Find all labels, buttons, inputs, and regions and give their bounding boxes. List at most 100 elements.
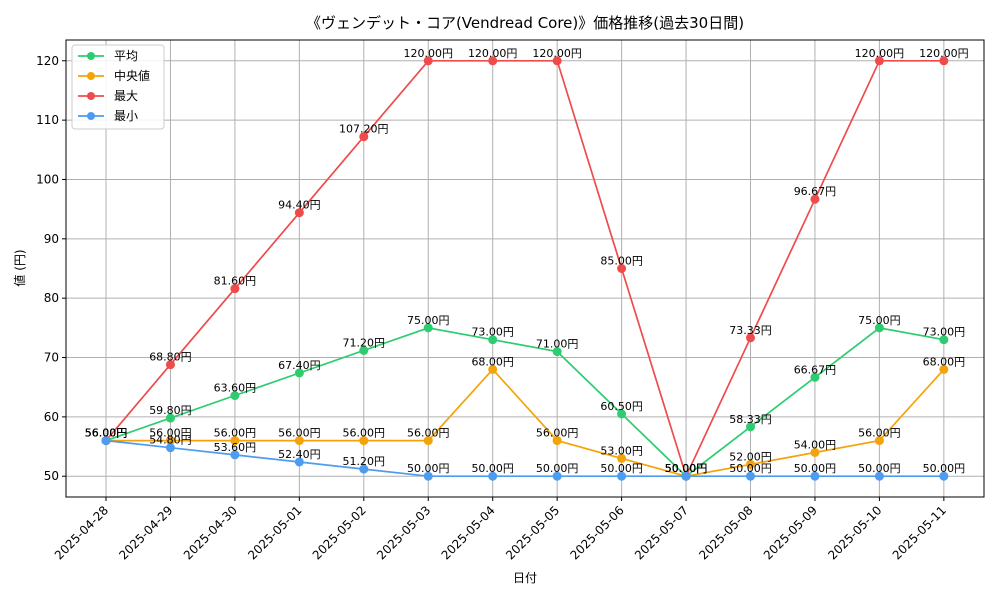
data-label: 66.67円 [794, 363, 837, 376]
y-axis-label: 値 (円) [12, 249, 27, 286]
series-line [105, 326, 945, 478]
data-label: 50.00円 [794, 462, 837, 475]
data-label: 50.00円 [407, 462, 450, 475]
y-tick-label: 90 [44, 232, 59, 246]
data-label: 56.00円 [343, 427, 386, 440]
data-point [165, 436, 175, 446]
data-label: 120.00円 [532, 47, 582, 60]
data-label: 68.80円 [149, 351, 192, 364]
data-label: 56.00円 [536, 427, 579, 440]
legend-marker [87, 92, 95, 100]
data-point [423, 471, 433, 481]
y-axis: 50 60 70 80 90 100 110 120 [36, 54, 66, 483]
data-label: 56.00円 [858, 427, 901, 440]
data-label: 56.00円 [278, 427, 321, 440]
data-label: 53.00円 [600, 444, 643, 457]
data-label: 60.50円 [600, 400, 643, 413]
data-point [488, 364, 498, 374]
data-label: 56.00円 [149, 427, 192, 440]
data-label: 50.00円 [536, 462, 579, 475]
data-point [552, 56, 562, 66]
data-label: 53.60円 [214, 441, 257, 454]
legend-label: 最大 [114, 89, 138, 103]
data-label: 71.00円 [536, 338, 579, 351]
data-label: 50.00円 [665, 462, 708, 475]
data-point [617, 453, 627, 463]
y-tick-label: 70 [44, 351, 59, 365]
y-tick-label: 120 [36, 54, 59, 68]
data-point [939, 335, 949, 345]
data-label: 50.00円 [858, 462, 901, 475]
series-layer [101, 56, 949, 481]
series-line [106, 368, 945, 478]
legend-label: 中央値 [114, 68, 150, 83]
data-label: 56.00円 [85, 427, 128, 440]
data-label: 56.00円 [407, 427, 450, 440]
data-point [359, 132, 369, 142]
data-label: 107.20円 [339, 123, 389, 136]
data-point [294, 436, 304, 446]
data-label: 50.00円 [471, 462, 514, 475]
data-point [165, 413, 175, 423]
data-label: 75.00円 [858, 314, 901, 327]
data-label: 50.00円 [600, 462, 643, 475]
series-line [105, 59, 944, 479]
data-labels: 56.00円 59.80円 63.60円 67.40円 71.20円 75.00円 73.0… [85, 47, 969, 475]
data-point [230, 436, 240, 446]
data-label: 52.40円 [278, 448, 321, 461]
data-label: 56.00円 [85, 427, 128, 440]
series-3 [101, 56, 949, 481]
data-point [617, 264, 627, 273]
legend-label: 最小 [114, 109, 138, 123]
data-point [423, 323, 433, 333]
data-label: 56.00円 [85, 427, 128, 440]
legend-label: 平均 [114, 49, 138, 63]
data-point [746, 471, 755, 481]
data-point [874, 323, 884, 333]
series-4 [101, 436, 949, 481]
data-point [359, 345, 369, 355]
data-point [810, 372, 820, 382]
data-point [681, 471, 691, 481]
data-label: 50.00円 [665, 462, 708, 475]
data-label: 52.00円 [729, 450, 772, 463]
data-label: 96.67円 [794, 185, 837, 198]
data-point [746, 459, 755, 469]
data-label: 51.20円 [343, 455, 386, 468]
data-point [552, 347, 562, 357]
data-point [165, 360, 175, 370]
data-label: 75.00円 [407, 314, 450, 327]
data-label: 50.00円 [665, 462, 708, 475]
data-label: 63.60円 [214, 382, 257, 395]
data-point [488, 471, 498, 481]
y-tick-label: 60 [44, 410, 59, 424]
data-label: 73.00円 [471, 326, 514, 339]
data-label: 54.80円 [149, 434, 192, 447]
series-1 [101, 323, 949, 481]
data-point [359, 436, 369, 446]
data-point [488, 56, 498, 66]
y-tick-label: 80 [44, 291, 59, 305]
data-point [230, 284, 240, 294]
data-point [617, 409, 627, 419]
data-label: 120.00円 [919, 47, 969, 60]
data-label: 50.00円 [729, 462, 772, 475]
data-point [939, 56, 949, 66]
data-point [746, 422, 755, 432]
series-line [105, 439, 944, 478]
data-point [746, 333, 755, 343]
data-point [552, 436, 562, 446]
data-point [294, 208, 304, 218]
data-point [294, 457, 304, 467]
data-label: 120.00円 [404, 47, 454, 60]
data-label: 120.00円 [855, 47, 905, 60]
y-tick-label: 100 [36, 172, 59, 186]
data-label: 68.00円 [923, 355, 966, 368]
data-label: 85.00円 [600, 255, 643, 268]
y-tick-label: 110 [36, 113, 59, 127]
data-point [488, 335, 498, 345]
data-label: 73.00円 [923, 326, 966, 339]
